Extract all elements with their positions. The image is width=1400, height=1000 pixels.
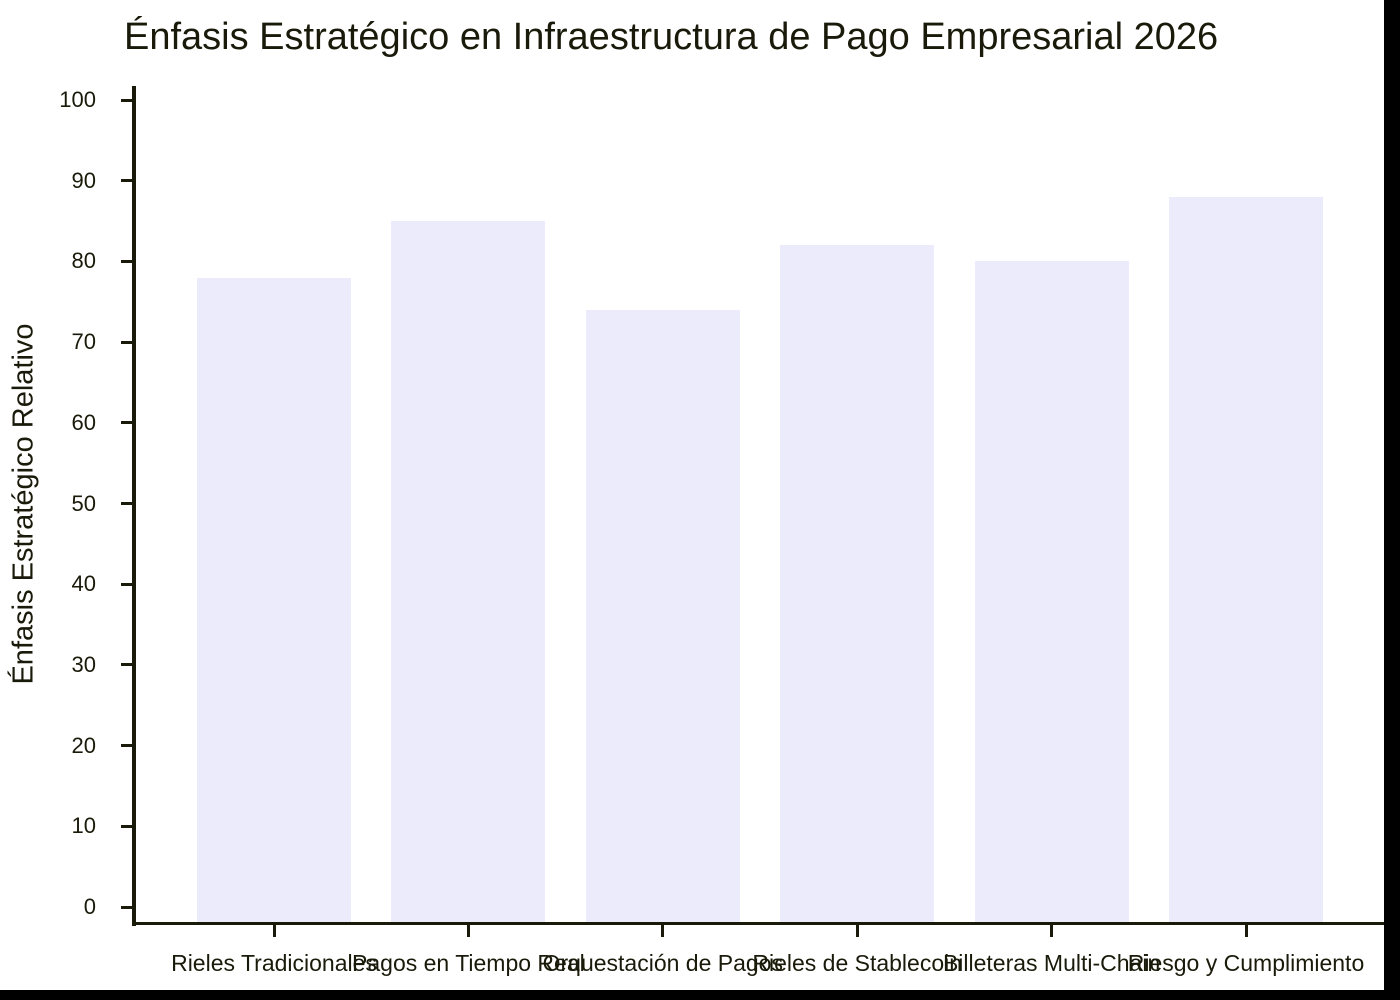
y-tick [121,582,133,586]
y-tick-label: 90 [71,167,96,193]
y-tick [121,905,133,909]
chart-title: Énfasis Estratégico en Infraestructura d… [124,16,1219,58]
x-tick-label: Billeteras Multi-Chain [942,950,1161,976]
y-axis-line [132,86,136,926]
chart-canvas: Énfasis Estratégico en Infraestructura d… [0,0,1384,990]
x-tick [855,925,859,937]
y-tick [121,259,133,263]
y-tick [121,340,133,344]
x-tick [272,925,276,937]
x-axis-line [134,922,1384,925]
x-tick [661,925,665,937]
y-tick [121,663,133,667]
y-tick [121,744,133,748]
x-tick-label: Riesgo y Cumplimiento [1127,950,1365,976]
y-tick-label: 60 [71,409,96,435]
x-tick-label: Orquestación de Pagos [542,950,783,976]
bar [974,261,1129,922]
x-tick-label: Pagos en Tiempo Real [352,950,585,976]
y-tick-label: 30 [71,651,96,677]
x-tick-label: Rieles de Stablecoin [752,950,963,976]
bar [585,309,740,922]
y-tick-label: 40 [71,571,96,597]
y-tick [121,98,133,102]
x-tick-label: Rieles Tradicionales [171,950,377,976]
bar [391,221,546,922]
bar [1169,196,1323,922]
y-tick-label: 100 [59,87,96,112]
x-tick [1244,925,1248,937]
x-tick [1050,925,1054,937]
y-tick [121,421,133,425]
bar [780,245,935,922]
y-axis-label: Énfasis Estratégico Relativo [7,323,40,685]
y-tick [121,824,133,828]
y-tick-label: 10 [71,813,96,839]
bar [197,277,351,922]
y-tick [121,179,133,183]
y-tick-label: 80 [71,248,96,274]
y-tick-label: 70 [71,329,96,355]
y-tick [121,502,133,505]
y-tick-label: 50 [71,490,96,516]
x-tick [466,925,470,937]
y-tick-label: 0 [83,894,96,919]
y-tick-label: 20 [71,732,96,758]
